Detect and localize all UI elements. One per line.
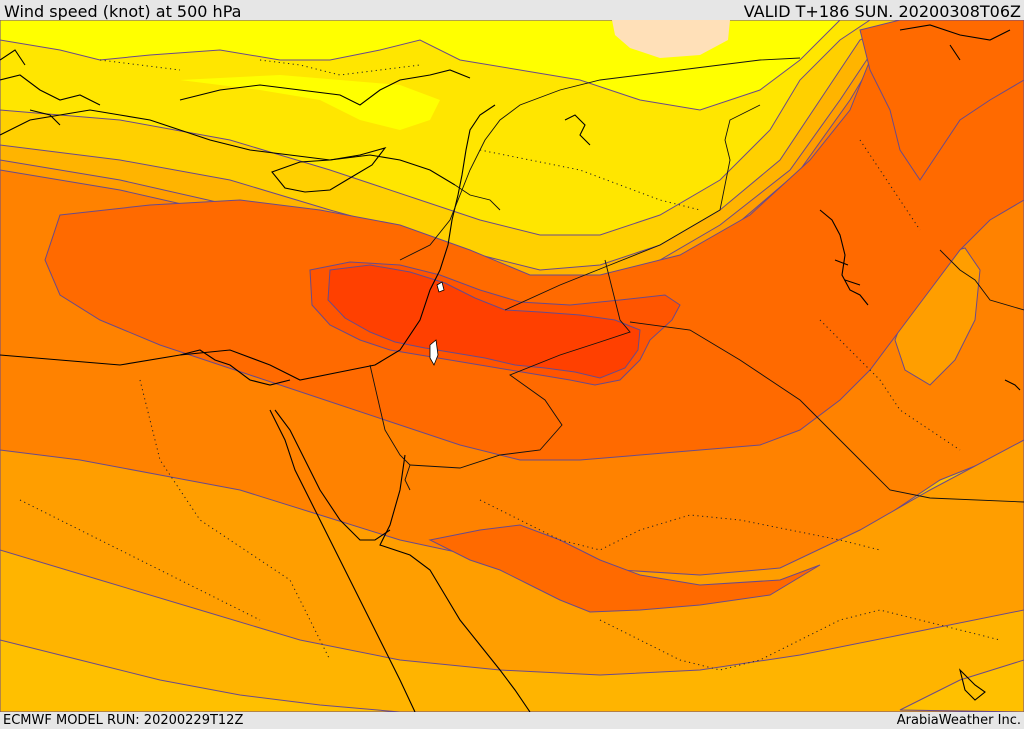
gulf-of-suez: [274, 409, 391, 541]
border-5: [399, 57, 801, 261]
border-2: [409, 259, 631, 469]
wind-band-southwest: [0, 639, 401, 712]
border-3: [504, 104, 761, 311]
cyprus: [271, 147, 387, 193]
border-7: [939, 249, 1024, 311]
map-title: Wind speed (knot) at 500 hPa: [4, 2, 242, 21]
admin-border-4: [599, 609, 1001, 671]
red-sea-east-coast: [379, 454, 531, 712]
aegean-islands: [0, 49, 101, 126]
footer-bar: ECMWF MODEL RUN: 20200229T12Z ArabiaWeat…: [0, 712, 1024, 729]
valid-time: VALID T+186 SUN. 20200308T06Z: [743, 2, 1021, 21]
wind-band-strong-east: [859, 20, 1024, 181]
admin-border-1: [139, 379, 331, 661]
wind-band-south-lower: [0, 549, 1024, 712]
mediterranean-coast: [0, 104, 496, 381]
caspian-coast: [564, 114, 591, 146]
wind-band-southeast: [899, 659, 1024, 712]
red-sea-west-coast: [269, 409, 416, 712]
wind-band-north-3: [180, 75, 440, 130]
model-run: ECMWF MODEL RUN: 20200229T12Z: [3, 713, 244, 728]
admin-border-8: [859, 139, 921, 231]
provider-credit: ArabiaWeather Inc.: [896, 713, 1021, 728]
dead-sea: [429, 339, 439, 366]
wind-band-max: [327, 264, 641, 379]
border-4: [629, 321, 1024, 503]
turkey-south-coast: [0, 109, 456, 186]
header-bar: Wind speed (knot) at 500 hPa VALID T+186…: [0, 0, 1024, 21]
sea-of-galilee: [436, 281, 445, 293]
peach-patch: [612, 20, 730, 58]
admin-border-5: [479, 149, 701, 211]
wind-speed-map: [0, 20, 1024, 712]
border-6: [454, 184, 501, 211]
persian-gulf-coast: [819, 209, 869, 306]
nile-delta-coast: [179, 349, 291, 386]
black-sea-coast: [179, 69, 471, 106]
wind-band-strong: [44, 20, 1024, 461]
south-east-coast: [958, 379, 1021, 701]
east-coast-fragment: [899, 24, 1011, 61]
border-1: [369, 364, 411, 491]
wind-band-southern-tongue: [428, 524, 821, 613]
